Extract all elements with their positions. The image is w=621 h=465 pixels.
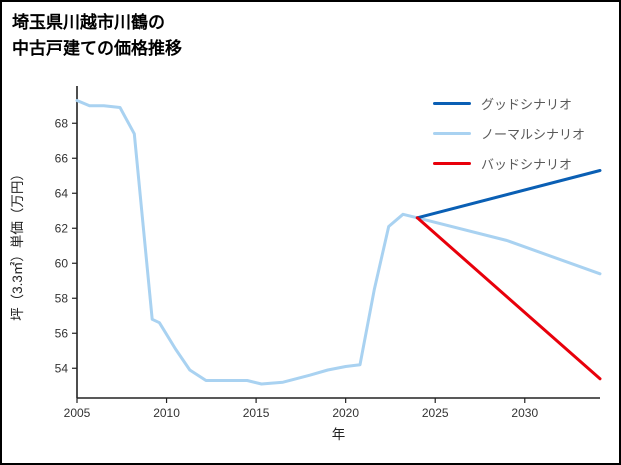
legend-label: ノーマルシナリオ	[480, 127, 585, 142]
x-axis-label: 年	[332, 427, 346, 442]
legend-item-2: バッドシナリオ	[432, 154, 585, 173]
x-tick-label: 2025	[422, 406, 449, 420]
legend-label: グッドシナリオ	[480, 97, 572, 112]
y-tick-label: 58	[55, 291, 69, 305]
chart-title: 埼玉県川越市川鶴の 中古戸建ての価格推移	[12, 10, 182, 61]
series-line-0	[415, 169, 602, 220]
chart-title-line1: 埼玉県川越市川鶴の	[12, 13, 165, 32]
y-tick-label: 68	[55, 116, 69, 130]
series-line-2	[415, 216, 602, 381]
x-tick-label: 2015	[243, 406, 270, 420]
y-tick-label: 60	[55, 256, 69, 270]
x-tick-label: 2005	[64, 406, 91, 420]
y-tick-label: 66	[55, 151, 69, 165]
y-tick-label: 54	[55, 361, 69, 375]
legend-item-1: ノーマルシナリオ	[432, 124, 585, 143]
x-tick-label: 2020	[332, 406, 359, 420]
y-tick-label: 56	[55, 326, 69, 340]
x-tick-label: 2030	[511, 406, 538, 420]
y-tick-label: 62	[55, 221, 69, 235]
legend-swatch-icon	[432, 102, 471, 105]
x-tick-label: 2010	[153, 406, 180, 420]
legend-swatch-icon	[432, 132, 471, 135]
y-axis-label: 坪（3.3㎡）単価（万円）	[10, 167, 25, 321]
legend-swatch-icon	[432, 162, 471, 165]
chart-title-line2: 中古戸建ての価格推移	[12, 38, 182, 58]
chart-legend: グッドシナリオ ノーマルシナリオ バッドシナリオ	[432, 94, 585, 173]
y-tick-label: 64	[55, 186, 69, 200]
legend-label: バッドシナリオ	[480, 157, 572, 172]
legend-item-0: グッドシナリオ	[432, 94, 585, 113]
series-line-1	[75, 99, 602, 386]
